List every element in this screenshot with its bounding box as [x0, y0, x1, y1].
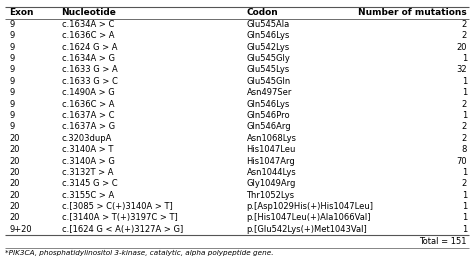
Text: c.1634A > G: c.1634A > G	[62, 54, 115, 63]
Text: c.3140A > T: c.3140A > T	[62, 145, 113, 154]
Text: 9: 9	[9, 99, 15, 109]
Text: c.1624 G > A: c.1624 G > A	[62, 43, 117, 52]
Text: 9: 9	[9, 31, 15, 40]
Text: c.1636C > A: c.1636C > A	[62, 99, 114, 109]
Text: Codon: Codon	[246, 8, 278, 17]
Text: 1: 1	[462, 202, 467, 211]
Text: 20: 20	[9, 191, 20, 200]
Text: c.1633 G > A: c.1633 G > A	[62, 65, 118, 75]
Text: 9: 9	[9, 77, 15, 86]
Text: p.[Glu542Lys(+)Met1043Val]: p.[Glu542Lys(+)Met1043Val]	[246, 225, 367, 234]
Text: Glu542Lys: Glu542Lys	[246, 43, 290, 52]
Text: 9: 9	[9, 122, 15, 131]
Text: *PIK3CA, phosphatidylinositol 3-kinase, catalytic, alpha polypeptide gene.: *PIK3CA, phosphatidylinositol 3-kinase, …	[5, 250, 273, 256]
Text: c.[3085 > C(+)3140A > T]: c.[3085 > C(+)3140A > T]	[62, 202, 173, 211]
Text: 20: 20	[9, 156, 20, 166]
Text: Gln546Lys: Gln546Lys	[246, 99, 290, 109]
Text: 20: 20	[9, 168, 20, 177]
Text: His1047Arg: His1047Arg	[246, 156, 295, 166]
Text: 1: 1	[462, 225, 467, 234]
Text: 1: 1	[462, 77, 467, 86]
Text: Thr1052Lys: Thr1052Lys	[246, 191, 295, 200]
Text: 20: 20	[9, 134, 20, 143]
Text: c.1490A > G: c.1490A > G	[62, 88, 114, 97]
Text: Asn1044Lys: Asn1044Lys	[246, 168, 296, 177]
Text: Number of mutations: Number of mutations	[358, 8, 467, 17]
Text: Asn497Ser: Asn497Ser	[246, 88, 292, 97]
Text: 2: 2	[462, 31, 467, 40]
Text: 1: 1	[462, 111, 467, 120]
Text: Asn1068Lys: Asn1068Lys	[246, 134, 296, 143]
Text: 20: 20	[9, 213, 20, 222]
Text: His1047Leu: His1047Leu	[246, 145, 296, 154]
Text: p.[His1047Leu(+)Ala1066Val]: p.[His1047Leu(+)Ala1066Val]	[246, 213, 371, 222]
Text: Exon: Exon	[9, 8, 34, 17]
Text: 70: 70	[456, 156, 467, 166]
Text: c.3145 G > C: c.3145 G > C	[62, 179, 117, 188]
Text: 1: 1	[462, 54, 467, 63]
Text: 20: 20	[456, 43, 467, 52]
Text: 2: 2	[462, 99, 467, 109]
Text: c.1633 G > C: c.1633 G > C	[62, 77, 118, 86]
Text: c.[1624 G < A(+)3127A > G]: c.[1624 G < A(+)3127A > G]	[62, 225, 183, 234]
Text: 20: 20	[9, 145, 20, 154]
Text: 9: 9	[9, 111, 15, 120]
Text: Glu545Ala: Glu545Ala	[246, 20, 290, 29]
Text: c.1634A > C: c.1634A > C	[62, 20, 114, 29]
Text: c.3132T > A: c.3132T > A	[62, 168, 113, 177]
Text: Total = 151: Total = 151	[419, 237, 467, 246]
Text: Gly1049Arg: Gly1049Arg	[246, 179, 296, 188]
Text: c.1637A > G: c.1637A > G	[62, 122, 115, 131]
Text: 2: 2	[462, 20, 467, 29]
Text: 9: 9	[9, 20, 15, 29]
Text: Glu545Gly: Glu545Gly	[246, 54, 291, 63]
Text: 8: 8	[462, 145, 467, 154]
Text: 9: 9	[9, 43, 15, 52]
Text: Gln546Pro: Gln546Pro	[246, 111, 290, 120]
Text: Nucleotide: Nucleotide	[62, 8, 117, 17]
Text: 20: 20	[9, 202, 20, 211]
Text: c.1636C > A: c.1636C > A	[62, 31, 114, 40]
Text: 1: 1	[462, 88, 467, 97]
Text: p.[Asp1029His(+)His1047Leu]: p.[Asp1029His(+)His1047Leu]	[246, 202, 374, 211]
Text: 1: 1	[462, 213, 467, 222]
Text: Glu545Lys: Glu545Lys	[246, 65, 290, 75]
Text: 2: 2	[462, 179, 467, 188]
Text: 2: 2	[462, 122, 467, 131]
Text: c.3140A > G: c.3140A > G	[62, 156, 115, 166]
Text: 2: 2	[462, 134, 467, 143]
Text: 9: 9	[9, 65, 15, 75]
Text: c.3203dupA: c.3203dupA	[62, 134, 112, 143]
Text: 9: 9	[9, 88, 15, 97]
Text: c.[3140A > T(+)3197C > T]: c.[3140A > T(+)3197C > T]	[62, 213, 177, 222]
Text: Gln546Lys: Gln546Lys	[246, 31, 290, 40]
Text: 1: 1	[462, 168, 467, 177]
Text: 1: 1	[462, 191, 467, 200]
Text: 20: 20	[9, 179, 20, 188]
Text: c.3155C > A: c.3155C > A	[62, 191, 114, 200]
Text: 32: 32	[456, 65, 467, 75]
Text: 9+20: 9+20	[9, 225, 32, 234]
Text: 9: 9	[9, 54, 15, 63]
Text: Gln546Arg: Gln546Arg	[246, 122, 291, 131]
Text: Glu545Gln: Glu545Gln	[246, 77, 291, 86]
Text: c.1637A > C: c.1637A > C	[62, 111, 114, 120]
